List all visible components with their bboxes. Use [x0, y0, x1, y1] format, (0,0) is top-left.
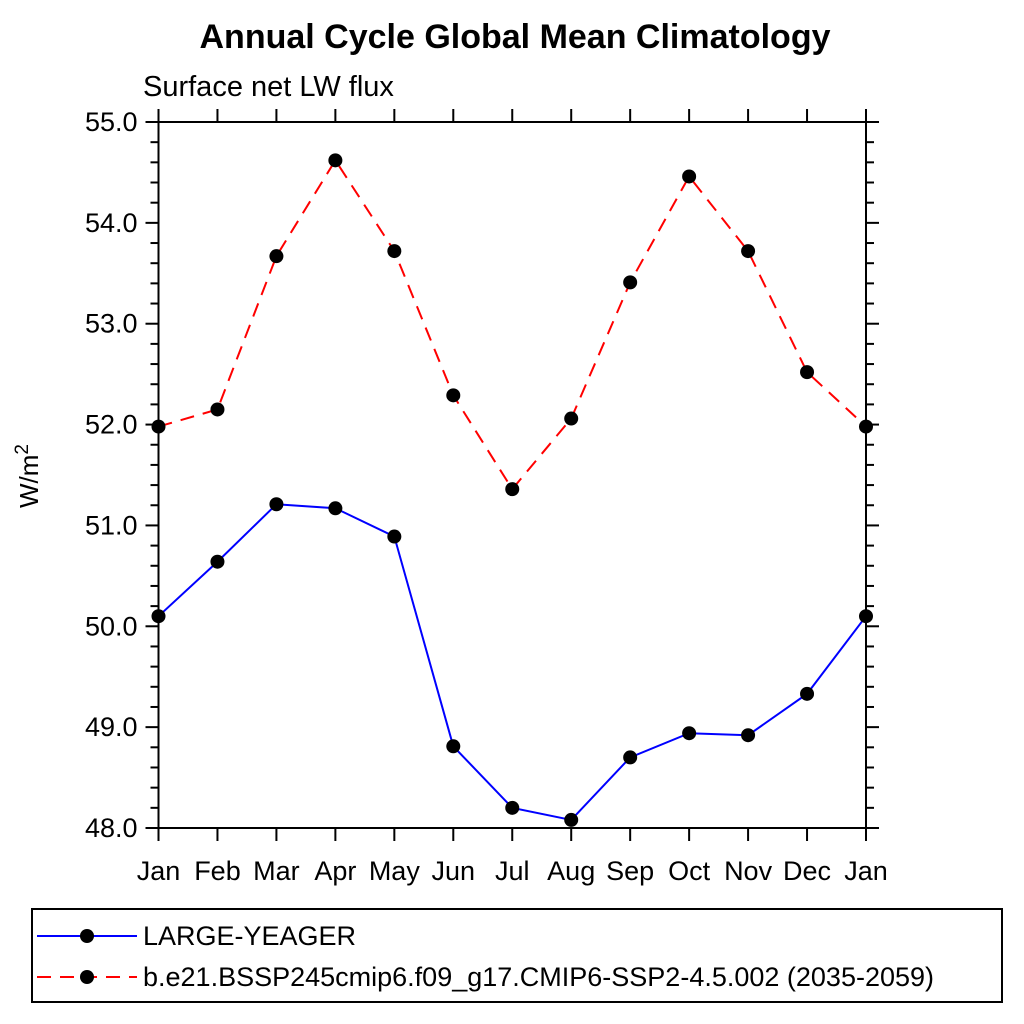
- data-point-marker: [269, 497, 284, 512]
- y-tick-label: 52.0: [85, 410, 138, 440]
- y-tick-label: 49.0: [85, 712, 138, 742]
- legend-box: [31, 908, 1003, 1003]
- data-point-marker: [859, 419, 873, 434]
- data-point-marker: [505, 482, 520, 497]
- x-tick-label: May: [369, 856, 421, 886]
- data-point-marker: [446, 388, 461, 403]
- data-point-marker: [741, 244, 756, 259]
- y-axis-label-base: W/m: [14, 455, 44, 508]
- x-tick-label: Sep: [606, 856, 654, 886]
- data-point-marker: [210, 402, 225, 417]
- y-tick-label: 51.0: [85, 510, 138, 540]
- legend-entry-large-yeager: LARGE-YEAGER: [37, 921, 356, 951]
- data-point-marker: [623, 275, 638, 290]
- data-point-marker: [328, 153, 343, 168]
- legend-marker-icon: [80, 970, 94, 984]
- x-tick-label: Dec: [783, 856, 831, 886]
- data-point-marker: [800, 365, 815, 380]
- data-point-marker: [623, 750, 638, 765]
- x-tick-label: Jun: [432, 856, 476, 886]
- data-point-marker: [682, 169, 697, 184]
- data-point-marker: [446, 739, 461, 754]
- y-axis-label-superscript: 2: [12, 444, 33, 455]
- y-tick-label: 55.0: [85, 107, 138, 137]
- chart-title: Annual Cycle Global Mean Climatology: [200, 18, 831, 56]
- y-tick-label: 48.0: [85, 813, 138, 843]
- legend-label-large-yeager: LARGE-YEAGER: [143, 921, 356, 951]
- data-point-marker: [505, 800, 520, 815]
- x-tick-label: Feb: [194, 856, 241, 886]
- series-line-1: [158, 158, 867, 491]
- data-point-marker: [151, 419, 166, 434]
- x-tick-label: Aug: [547, 856, 595, 886]
- data-point-marker: [564, 411, 579, 426]
- y-axis-label: W/m2: [12, 444, 44, 508]
- data-point-marker: [387, 529, 402, 544]
- data-point-marker: [151, 609, 166, 624]
- data-point-marker: [328, 501, 343, 516]
- plot-area: 48.0 49.0 50.0 51.0 52.0 53.0 54.0 55.0 Jan Feb Ma…: [85, 107, 888, 886]
- series-line-0: [157, 503, 867, 822]
- x-tick-label: Apr: [314, 856, 356, 886]
- x-tick-label: Jul: [495, 856, 530, 886]
- y-tick-label: 54.0: [85, 208, 138, 238]
- data-point-marker: [859, 609, 873, 624]
- legend-marker-icon: [80, 929, 94, 943]
- data-point-marker: [269, 249, 284, 264]
- y-tick-label: 53.0: [85, 309, 138, 339]
- y-tick-label: 50.0: [85, 611, 138, 641]
- legend: LARGE-YEAGER b.e21.BSSP245cmip6.f09_g17.…: [31, 908, 1003, 1003]
- x-tick-label: Jan: [137, 856, 181, 886]
- data-point-marker: [741, 728, 756, 743]
- data-point-marker: [800, 686, 815, 701]
- x-tick-label: Oct: [668, 856, 711, 886]
- data-point-marker: [682, 726, 697, 741]
- data-point-marker: [210, 554, 225, 569]
- x-tick-label: Mar: [253, 856, 300, 886]
- x-tick-label: Nov: [724, 856, 773, 886]
- legend-entry-cmip6: b.e21.BSSP245cmip6.f09_g17.CMIP6-SSP2-4.…: [37, 962, 934, 992]
- data-point-marker: [564, 812, 579, 827]
- legend-label-cmip6: b.e21.BSSP245cmip6.f09_g17.CMIP6-SSP2-4.…: [143, 962, 934, 992]
- data-point-marker: [387, 244, 402, 259]
- axis-box: [157, 121, 867, 829]
- chart-subtitle: Surface net LW flux: [143, 71, 394, 103]
- x-tick-label: Jan: [844, 856, 888, 886]
